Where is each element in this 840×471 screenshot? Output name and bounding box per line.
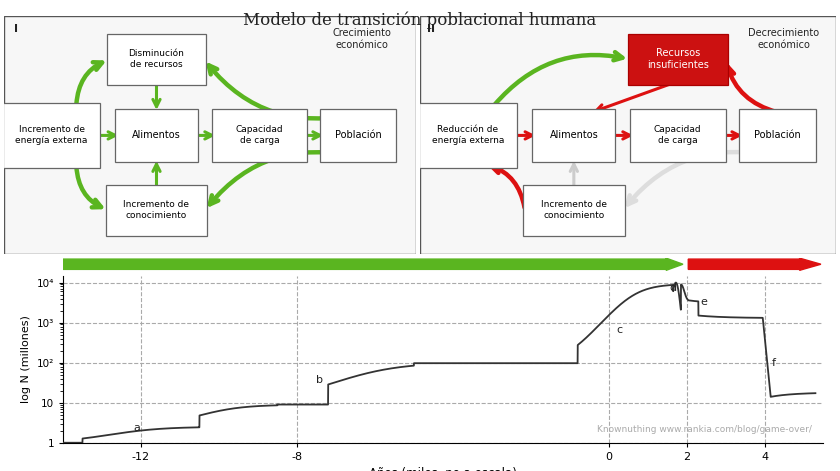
FancyBboxPatch shape (419, 103, 517, 168)
FancyBboxPatch shape (108, 34, 206, 85)
Text: Crecimiento
económico: Crecimiento económico (333, 28, 391, 50)
Text: Incremento de
energía externa: Incremento de energía externa (15, 125, 87, 146)
Y-axis label: log N (millones): log N (millones) (21, 315, 31, 403)
FancyBboxPatch shape (533, 109, 616, 162)
Text: Población: Población (754, 130, 801, 140)
Text: Modelo de transición poblacional humana: Modelo de transición poblacional humana (244, 12, 596, 29)
Text: Reducción de
energía externa: Reducción de energía externa (432, 125, 504, 146)
FancyBboxPatch shape (3, 103, 100, 168)
Text: e: e (701, 297, 707, 307)
Text: Knownuthing www.rankia.com/blog/game-over/: Knownuthing www.rankia.com/blog/game-ove… (597, 425, 811, 434)
FancyBboxPatch shape (523, 185, 625, 236)
Text: Disminución
de recursos: Disminución de recursos (129, 49, 185, 69)
FancyBboxPatch shape (630, 109, 726, 162)
Text: f: f (772, 357, 776, 368)
Text: Alimentos: Alimentos (549, 130, 598, 140)
Text: Capacidad
de carga: Capacidad de carga (654, 125, 701, 146)
FancyBboxPatch shape (115, 109, 197, 162)
Text: d: d (669, 283, 676, 293)
Text: c: c (617, 325, 622, 335)
Text: a: a (134, 422, 140, 432)
FancyArrow shape (63, 258, 683, 270)
FancyArrow shape (688, 258, 821, 270)
Text: Población: Población (335, 130, 381, 140)
Text: Capacidad
de carga: Capacidad de carga (235, 125, 283, 146)
Text: Incremento de
conocimiento: Incremento de conocimiento (541, 200, 606, 220)
Text: I: I (14, 24, 18, 33)
Text: Alimentos: Alimentos (132, 130, 181, 140)
FancyBboxPatch shape (739, 109, 816, 162)
FancyBboxPatch shape (106, 185, 207, 236)
Text: b: b (317, 375, 323, 385)
FancyBboxPatch shape (628, 34, 727, 85)
Text: Recursos
insuficientes: Recursos insuficientes (647, 48, 709, 71)
FancyBboxPatch shape (320, 109, 396, 162)
Text: Incremento de
conocimiento: Incremento de conocimiento (123, 200, 190, 220)
FancyBboxPatch shape (212, 109, 307, 162)
Text: II: II (428, 24, 435, 33)
X-axis label: Años (miles, no a escala): Años (miles, no a escala) (369, 467, 517, 471)
Text: Decrecimiento
económico: Decrecimiento económico (748, 28, 819, 50)
